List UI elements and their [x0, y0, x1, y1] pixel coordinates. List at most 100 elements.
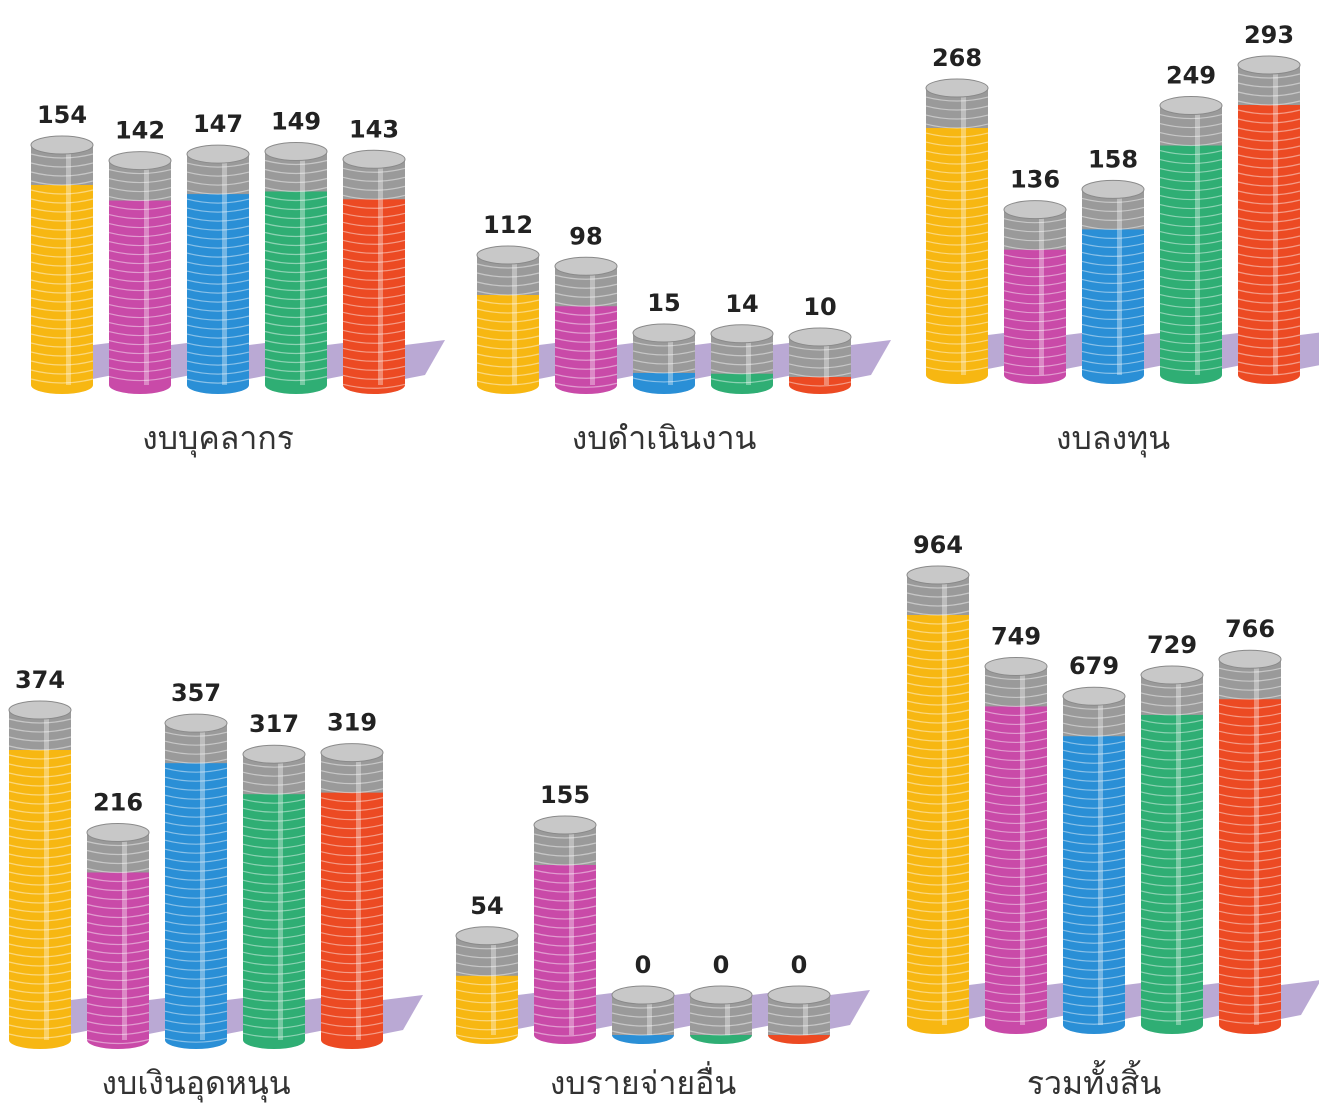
coin-edge [186, 162, 250, 168]
value-label: 147 [193, 110, 243, 138]
coin-edge [1237, 361, 1301, 367]
coin-edge [710, 351, 774, 357]
coin-edge [320, 905, 384, 911]
coin-edge [925, 267, 989, 273]
coin-shine [1195, 105, 1200, 375]
coin-edge [1062, 920, 1126, 926]
coin-edge [108, 295, 172, 301]
coin-edge [8, 1006, 72, 1012]
coin-edge [30, 261, 94, 267]
coin-edge [554, 328, 618, 334]
coin-edge [1140, 746, 1204, 752]
coin-edge [108, 187, 172, 193]
coin-edge [8, 934, 72, 940]
coin-edge [30, 153, 94, 159]
coin-edge [788, 354, 852, 360]
coin-edge [533, 959, 597, 965]
coin-edge [455, 980, 519, 986]
coin-edge [1062, 1001, 1126, 1007]
coin-edge [86, 840, 150, 847]
coin-edge [710, 360, 774, 366]
coin-edge [554, 301, 618, 307]
coin-edge [533, 1013, 597, 1019]
coin-edge [342, 239, 406, 245]
coin-edge [342, 356, 406, 362]
value-label: 0 [635, 951, 652, 979]
coin-edge [186, 189, 250, 195]
coin-edge [554, 346, 618, 352]
coin-edge [1159, 149, 1223, 156]
coin-edge [984, 962, 1048, 969]
coin-stack [1160, 105, 1222, 375]
coin-edge [1140, 953, 1204, 959]
coin-top [264, 141, 328, 161]
coin-edge [164, 794, 228, 800]
coin-edge [1218, 964, 1282, 970]
coin-edge [30, 333, 94, 339]
coin-edge [30, 198, 94, 204]
coin-edge [1159, 158, 1223, 165]
coin-edge [1159, 140, 1223, 147]
coin-edge [242, 861, 306, 867]
coin-edge [476, 263, 540, 269]
coin-edge [1140, 800, 1204, 806]
coin-edge [164, 884, 228, 890]
coin-edge [342, 347, 406, 353]
coin-edge [30, 225, 94, 231]
coin-edge [242, 897, 306, 903]
coin-edge [1062, 992, 1126, 998]
coin-edge [1218, 766, 1282, 772]
coin-edge [1140, 935, 1204, 941]
coin-edge [1081, 341, 1145, 348]
coin-top [1062, 686, 1126, 706]
coin-edge [1159, 194, 1223, 201]
coin-edge [8, 943, 72, 949]
coin-edge [925, 213, 989, 219]
coin-edge [533, 950, 597, 956]
coin-edge [86, 894, 150, 901]
coin-edge [906, 979, 970, 985]
coin-edge [1140, 917, 1204, 923]
coin-edge [1237, 127, 1301, 133]
coin-edge [984, 728, 1048, 735]
coin-edge [906, 907, 970, 913]
coin-edge [611, 1003, 675, 1009]
coin-edge [108, 232, 172, 238]
coin-top [689, 985, 753, 1005]
coin-edge [925, 240, 989, 246]
coin-edge [554, 274, 618, 280]
coin-edge [1062, 776, 1126, 782]
coin-edge [925, 330, 989, 336]
coin-edge [1003, 218, 1067, 224]
coin-edge [1140, 962, 1204, 968]
coin-edge [1062, 704, 1126, 710]
coin-edge [1003, 245, 1067, 251]
coin-shine [144, 160, 149, 385]
coin-edge [242, 915, 306, 921]
coin-edge [1237, 208, 1301, 214]
coin-edge [8, 736, 72, 742]
coin-edge [533, 887, 597, 893]
coin-shine [942, 575, 947, 1025]
coin-top [710, 324, 774, 344]
coin-edge [320, 896, 384, 902]
coin-edge [1218, 667, 1282, 673]
coin-edge [342, 275, 406, 281]
coin-top [342, 149, 406, 169]
coin-edge [164, 893, 228, 899]
coin-edge [906, 880, 970, 886]
coin-edge [86, 975, 150, 982]
coin-edge [8, 799, 72, 805]
coin-edge [8, 997, 72, 1003]
coin-edge [1159, 365, 1223, 372]
coin-edge [984, 917, 1048, 924]
coin-edge [8, 952, 72, 958]
coin-edge [1218, 712, 1282, 718]
panel: 964 749 679 729 766 รวมทั้งสิ้น [906, 531, 1319, 1102]
coin-edge [1237, 352, 1301, 358]
coin-edge [455, 1025, 519, 1031]
coin-shine [1254, 659, 1259, 1025]
coin-edge [925, 186, 989, 192]
coin-edge [1062, 848, 1126, 854]
coin-edge [86, 912, 150, 919]
